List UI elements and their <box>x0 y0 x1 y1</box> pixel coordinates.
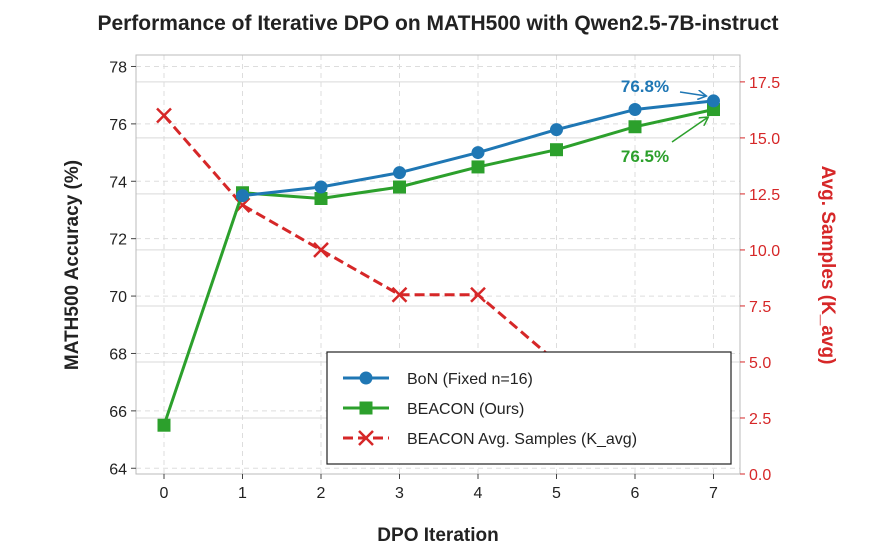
data-point <box>471 160 485 174</box>
chart-title: Performance of Iterative DPO on MATH500 … <box>97 12 778 35</box>
y2-tick-label: 7.5 <box>749 299 771 316</box>
y-axis-left-label: MATH500 Accuracy (%) <box>62 160 83 370</box>
legend-marker <box>359 401 373 415</box>
x-tick-label: 2 <box>317 485 326 502</box>
x-tick-label: 5 <box>552 485 561 502</box>
annotations-layer: 76.8% 76.5% <box>621 77 708 166</box>
data-point <box>391 286 408 303</box>
y-tick-label: 72 <box>109 232 127 249</box>
x-axis: 0 1 2 3 4 5 6 7 <box>160 474 718 502</box>
y-tick-label: 78 <box>109 59 127 76</box>
annotation-label: 76.5% <box>621 147 669 166</box>
y2-tick-label: 12.5 <box>749 187 780 204</box>
data-point <box>393 166 406 180</box>
annotation-label: 76.8% <box>621 77 669 96</box>
x-tick-label: 6 <box>631 485 640 502</box>
legend-label: BoN (Fixed n=16) <box>407 371 533 388</box>
data-point <box>471 146 485 160</box>
legend-label: BEACON (Ours) <box>407 401 524 418</box>
y2-tick-label: 0.0 <box>749 467 771 484</box>
data-point <box>550 123 563 137</box>
data-point <box>707 94 720 108</box>
data-point <box>628 120 642 134</box>
annotation-arrow <box>671 118 708 143</box>
legend-label: BEACON Avg. Samples (K_avg) <box>407 431 637 448</box>
data-point <box>393 180 406 194</box>
x-tick-label: 3 <box>395 485 404 502</box>
y-axis-right: 0.0 2.5 5.0 7.5 10.0 12.5 15.0 17.5 <box>740 75 780 484</box>
legend-marker <box>358 430 374 446</box>
y-axis-right-label: Avg. Samples (K_avg) <box>817 166 838 365</box>
data-point <box>314 180 328 194</box>
data-point <box>314 191 328 205</box>
data-point <box>628 103 642 117</box>
data-point <box>550 143 563 157</box>
data-point <box>313 242 329 258</box>
x-tick-label: 0 <box>160 485 169 502</box>
y2-tick-label: 15.0 <box>749 131 780 148</box>
y-tick-label: 68 <box>109 346 127 363</box>
y-tick-label: 76 <box>109 117 127 134</box>
y-tick-label: 74 <box>109 174 127 191</box>
data-point <box>157 418 171 432</box>
legend: BoN (Fixed n=16) BEACON (Ours) BEACON Avg.… <box>326 351 732 465</box>
data-point <box>470 286 486 303</box>
x-axis-label: DPO Iteration <box>377 525 498 546</box>
y-axis-left: 64 66 68 70 72 74 76 78 <box>109 59 136 478</box>
x-tick-label: 7 <box>709 485 718 502</box>
x-tick-label: 4 <box>474 485 483 502</box>
legend-marker <box>359 371 373 385</box>
y2-tick-label: 17.5 <box>749 75 780 92</box>
annotation-arrow <box>679 92 706 96</box>
x-tick-label: 1 <box>238 485 247 502</box>
data-point <box>156 107 172 124</box>
y-tick-label: 66 <box>109 404 127 421</box>
y-tick-label: 70 <box>109 289 127 306</box>
y2-tick-label: 5.0 <box>749 355 771 372</box>
y-tick-label: 64 <box>109 461 127 478</box>
plot-frame <box>135 54 741 475</box>
data-point <box>236 189 249 203</box>
legend-box <box>326 351 732 465</box>
y2-tick-label: 10.0 <box>749 243 780 260</box>
y2-tick-label: 2.5 <box>749 411 771 428</box>
